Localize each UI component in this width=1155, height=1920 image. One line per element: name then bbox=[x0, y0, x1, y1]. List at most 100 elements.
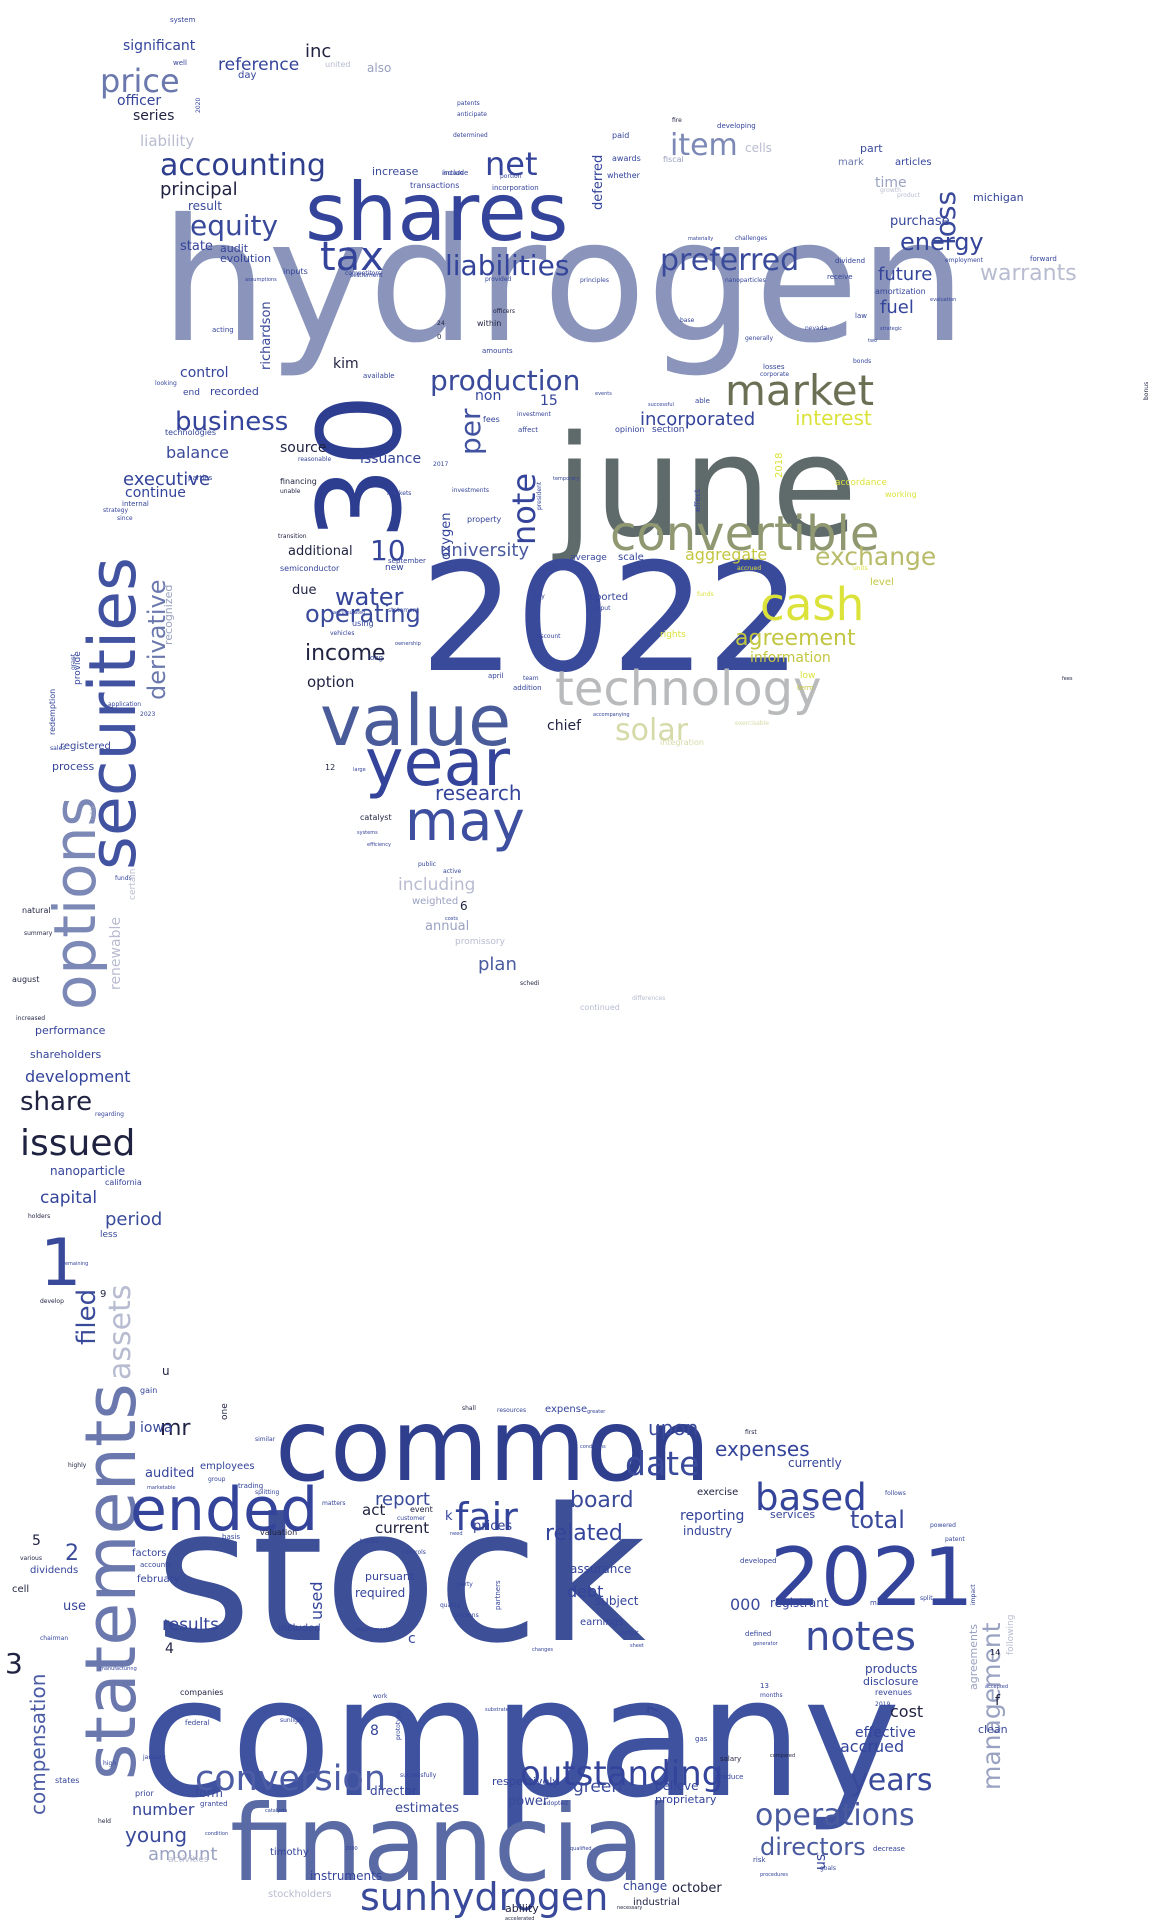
cloud-word: successfully bbox=[400, 1772, 437, 1779]
cloud-word: two bbox=[868, 338, 877, 344]
cloud-word: event bbox=[410, 1505, 433, 1514]
cloud-word: investment bbox=[517, 411, 552, 418]
cloud-word: value bbox=[320, 680, 511, 762]
cloud-word: u bbox=[162, 1364, 170, 1378]
cloud-word: continued bbox=[580, 1003, 620, 1012]
cloud-word: expenses bbox=[715, 1437, 810, 1461]
cloud-word: principles bbox=[580, 277, 609, 284]
cloud-word: risk bbox=[753, 1856, 766, 1864]
cloud-word: time bbox=[875, 175, 907, 191]
cloud-word: redemption bbox=[48, 689, 57, 735]
cloud-word: 0 bbox=[437, 333, 441, 341]
cloud-word: financial bbox=[230, 1783, 674, 1905]
cloud-word: splitting bbox=[255, 1489, 279, 1496]
cloud-word: within bbox=[477, 319, 501, 328]
cloud-word: defined bbox=[745, 1630, 771, 1638]
cloud-word: cash bbox=[760, 578, 864, 631]
cloud-word: employment bbox=[945, 257, 984, 264]
cloud-word: registrant bbox=[770, 1596, 829, 1610]
cloud-word: industry bbox=[683, 1524, 732, 1538]
cloud-word: units bbox=[853, 565, 868, 572]
cloud-word: generally bbox=[745, 335, 773, 342]
cloud-word: shares bbox=[305, 166, 568, 259]
cloud-word: item bbox=[670, 128, 738, 163]
cloud-word: equity bbox=[190, 209, 278, 242]
cloud-word: following bbox=[1006, 1615, 1016, 1655]
cloud-word: produce bbox=[715, 1773, 744, 1781]
cloud-word: current bbox=[375, 1519, 429, 1537]
cloud-word: disclosure bbox=[863, 1675, 919, 1688]
cloud-word: year bbox=[365, 726, 510, 801]
cloud-word: january bbox=[142, 1754, 166, 1761]
cloud-word: clean bbox=[978, 1723, 1008, 1736]
cloud-word: schedi bbox=[520, 980, 540, 987]
cloud-word: manufacturing bbox=[100, 1666, 137, 1672]
cloud-word: conditions bbox=[580, 1444, 606, 1450]
cloud-word: 12 bbox=[325, 763, 335, 772]
cloud-word: salary bbox=[720, 1755, 741, 1763]
cloud-word: high bbox=[103, 1760, 116, 1767]
cloud-word: university bbox=[440, 540, 529, 561]
cloud-word: june bbox=[552, 406, 858, 569]
cloud-word: cost bbox=[890, 1702, 923, 1721]
cloud-word: september bbox=[388, 557, 426, 565]
cloud-word: green bbox=[573, 1777, 622, 1797]
cloud-word: temporary bbox=[553, 476, 579, 482]
cloud-word: accounting bbox=[160, 148, 326, 183]
cloud-word: energy bbox=[900, 228, 984, 256]
cloud-word: nanoparticles bbox=[725, 277, 766, 284]
cloud-word: costs bbox=[445, 916, 458, 922]
cloud-word: due bbox=[292, 583, 317, 598]
cloud-word: controls bbox=[402, 1549, 426, 1556]
cloud-word: able bbox=[695, 397, 710, 405]
cloud-word: 8 bbox=[370, 1723, 379, 1739]
cloud-word: inputs bbox=[283, 267, 308, 276]
cloud-word: corporate bbox=[760, 371, 789, 378]
cloud-word: shareholders bbox=[30, 1048, 102, 1061]
cloud-word: principal bbox=[160, 179, 238, 200]
cloud-word: us bbox=[813, 1854, 829, 1870]
cloud-word: investments bbox=[452, 487, 489, 494]
cloud-word: period bbox=[105, 1209, 162, 1230]
cloud-word: factors bbox=[132, 1548, 167, 1559]
cloud-word: incorporation bbox=[492, 184, 539, 192]
cloud-word: losses bbox=[763, 363, 785, 371]
cloud-word: term bbox=[797, 684, 814, 692]
cloud-word: powered bbox=[930, 1522, 956, 1529]
cloud-word: richardson bbox=[259, 301, 274, 370]
cloud-word: aggregate bbox=[685, 545, 767, 564]
cloud-word: end bbox=[183, 388, 200, 398]
cloud-word: bonus bbox=[1143, 382, 1150, 400]
cloud-word: amount bbox=[148, 1844, 217, 1865]
cloud-word: effective bbox=[855, 1725, 916, 1741]
cloud-word: use bbox=[63, 1599, 86, 1614]
cloud-word: young bbox=[125, 1823, 187, 1847]
cloud-word: production bbox=[430, 364, 580, 397]
cloud-word: operations bbox=[755, 1798, 915, 1833]
cloud-word: held bbox=[98, 1818, 111, 1825]
cloud-word: increase bbox=[372, 165, 419, 178]
cloud-word: integration bbox=[660, 738, 704, 747]
cloud-word: working bbox=[885, 490, 917, 499]
cloud-word: level bbox=[870, 577, 894, 588]
cloud-word: report bbox=[375, 1489, 430, 1510]
cloud-word: low bbox=[800, 671, 815, 681]
cloud-word: compared bbox=[770, 1753, 795, 1759]
cloud-word: compensation bbox=[26, 1674, 50, 1815]
cloud-word: companies bbox=[180, 1688, 223, 1697]
cloud-word: natural bbox=[22, 906, 51, 915]
cloud-word: subject bbox=[595, 1594, 639, 1608]
cloud-word: c bbox=[408, 1631, 416, 1647]
cloud-word: inc bbox=[305, 41, 331, 62]
cloud-word: audited bbox=[145, 1466, 194, 1481]
cloud-word: respectively bbox=[492, 1775, 559, 1788]
cloud-word: share bbox=[20, 1087, 92, 1117]
cloud-word: regarding bbox=[95, 1111, 124, 1118]
cloud-word: october bbox=[672, 1881, 722, 1896]
cloud-word: prices bbox=[473, 1519, 512, 1534]
cloud-word: day bbox=[238, 70, 256, 81]
cloud-word: prototype bbox=[395, 1710, 402, 1740]
cloud-word: 4 bbox=[165, 1641, 174, 1657]
cloud-word: convertible bbox=[610, 506, 879, 562]
